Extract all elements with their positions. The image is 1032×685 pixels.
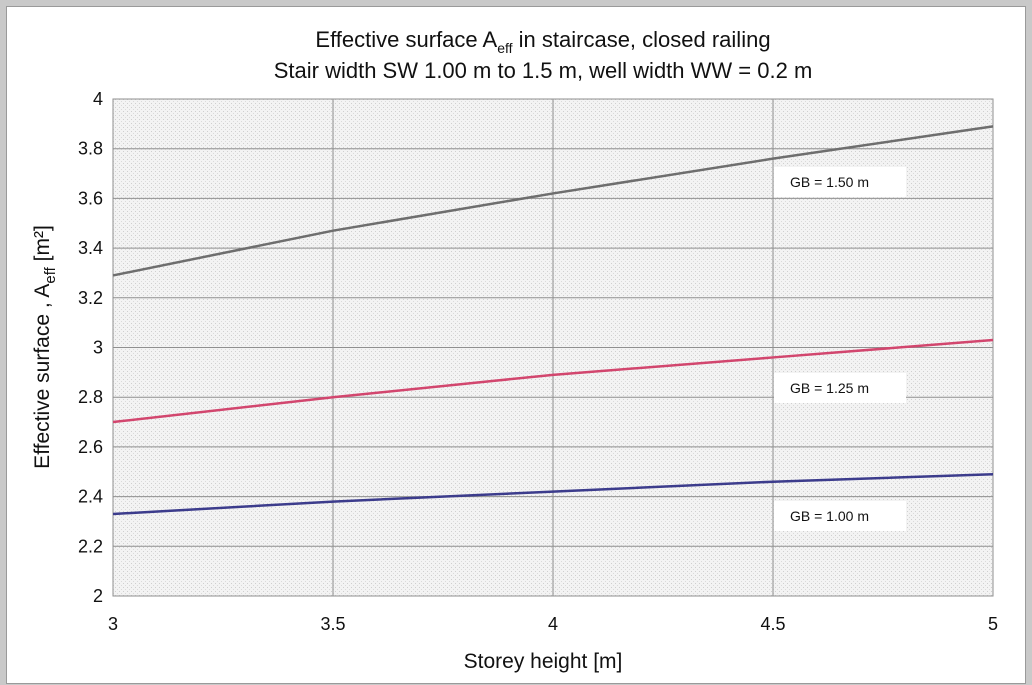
y-tick-label: 3.8: [78, 139, 103, 159]
series-label-text: GB = 1.00 m: [790, 508, 869, 524]
series-line-2: [112, 338, 994, 424]
x-axis-label: Storey height [m]: [464, 650, 623, 673]
series-line-1: [112, 125, 994, 277]
y-tick-label: 3.6: [78, 188, 103, 208]
y-tick-labels: 2 2.2 2.4 2.6 2.8 3 3.2 3.4 3.6 3.8 4: [78, 89, 103, 606]
series-label-2: GB = 1.25 m: [774, 373, 906, 403]
y-tick-label: 4: [93, 89, 103, 109]
ylabel-pre: Effective surface , A: [31, 284, 54, 469]
y-tick-label: 3.2: [78, 288, 103, 308]
series-label-text: GB = 1.25 m: [790, 380, 869, 396]
title-line1-post: in staircase, closed railing: [513, 27, 771, 52]
ylabel-post: [m²]: [31, 225, 54, 267]
series-label-text: GB = 1.50 m: [790, 174, 869, 190]
y-tick-label: 2.8: [78, 387, 103, 407]
series-label-1: GB = 1.50 m: [774, 167, 906, 197]
x-tick-labels: 3 3.5 4 4.5 5: [108, 614, 998, 634]
title-line1-pre: Effective surface A: [315, 27, 497, 52]
series-label-box: [774, 501, 906, 531]
chart-figure: Effective surface Aeff in staircase, clo…: [6, 6, 1026, 684]
x-tick-label: 5: [988, 614, 998, 634]
series-line-3: [112, 472, 994, 516]
y-axis-label: Effective surface , Aeff [m²]: [31, 225, 59, 469]
chart-svg: Effective surface Aeff in staircase, clo…: [31, 27, 998, 673]
y-tick-label: 2.6: [78, 437, 103, 457]
y-tick-label: 3: [93, 338, 103, 358]
chart-title-line2: Stair width SW 1.00 m to 1.5 m, well wid…: [274, 58, 813, 83]
title-line1-sub: eff: [497, 40, 512, 56]
series-label-3: GB = 1.00 m: [774, 501, 906, 531]
series-label-box: [774, 167, 906, 197]
ylabel-sub: eff: [42, 266, 59, 283]
x-tick-label: 3: [108, 614, 118, 634]
chart-title-line1: Effective surface Aeff in staircase, clo…: [315, 27, 770, 56]
y-tick-label: 2.2: [78, 536, 103, 556]
x-tick-label: 4.5: [760, 614, 785, 634]
x-tick-label: 3.5: [320, 614, 345, 634]
y-tick-label: 2: [93, 586, 103, 606]
y-tick-label: 3.4: [78, 238, 103, 258]
series-labels: GB = 1.50 m GB = 1.25 m GB = 1.00 m: [774, 167, 906, 531]
series-label-box: [774, 373, 906, 403]
grid-lines: [112, 98, 994, 597]
series-lines: [112, 125, 994, 516]
y-tick-label: 2.4: [78, 487, 103, 507]
x-tick-label: 4: [548, 614, 558, 634]
